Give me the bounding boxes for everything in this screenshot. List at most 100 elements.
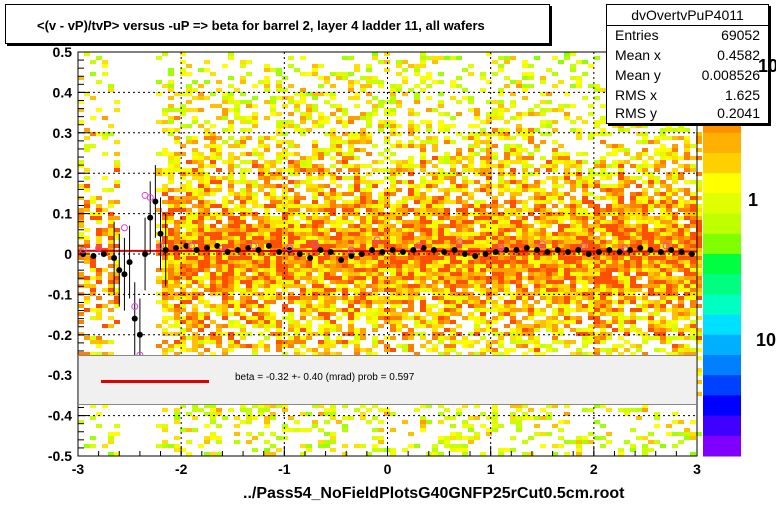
heatmap-cell: [552, 320, 558, 324]
heatmap-cell: [588, 112, 594, 116]
heatmap-cell: [210, 276, 216, 280]
heatmap-cell: [546, 176, 552, 180]
heatmap-cell: [516, 188, 522, 192]
heatmap-cell: [192, 152, 198, 156]
heatmap-cell: [270, 176, 276, 180]
heatmap-cell: [156, 344, 162, 348]
heatmap-cell: [600, 220, 606, 224]
heatmap-cell: [192, 204, 198, 208]
heatmap-cell: [354, 244, 360, 248]
heatmap-cell: [180, 276, 186, 280]
heatmap-cell: [438, 156, 444, 160]
heatmap-cell: [498, 116, 504, 120]
heatmap-cell: [462, 272, 468, 276]
heatmap-cell: [168, 180, 174, 184]
heatmap-cell: [522, 296, 528, 300]
heatmap-cell: [528, 292, 534, 296]
heatmap-cell: [360, 132, 366, 136]
heatmap-cell: [498, 268, 504, 272]
heatmap-cell: [312, 72, 318, 76]
heatmap-cell: [210, 340, 216, 344]
heatmap-cell: [168, 324, 174, 328]
heatmap-cell: [306, 188, 312, 192]
heatmap-cell: [576, 332, 582, 336]
heatmap-cell: [402, 268, 408, 272]
heatmap-cell: [540, 76, 546, 80]
heatmap-cell: [540, 180, 546, 184]
heatmap-cell: [246, 304, 252, 308]
heatmap-cell: [522, 264, 528, 268]
heatmap-cell: [192, 256, 198, 260]
heatmap-cell: [600, 276, 606, 280]
heatmap-cell: [258, 168, 264, 172]
heatmap-cell: [438, 128, 444, 132]
heatmap-cell: [486, 52, 492, 56]
heatmap-cell: [276, 68, 282, 72]
heatmap-cell: [240, 268, 246, 272]
heatmap-cell: [558, 160, 564, 164]
heatmap-cell: [342, 132, 348, 136]
heatmap-cell: [528, 416, 534, 420]
heatmap-cell: [474, 136, 480, 140]
heatmap-cell: [576, 444, 582, 448]
heatmap-cell: [108, 280, 114, 284]
heatmap-cell: [486, 112, 492, 116]
heatmap-cell: [438, 208, 444, 212]
heatmap-cell: [324, 244, 330, 248]
heatmap-cell: [492, 348, 498, 352]
heatmap-cell: [510, 260, 516, 264]
heatmap-cell: [588, 336, 594, 340]
heatmap-cell: [366, 256, 372, 260]
heatmap-cell: [306, 444, 312, 448]
heatmap-cell: [174, 140, 180, 144]
heatmap-cell: [300, 100, 306, 104]
heatmap-cell: [540, 276, 546, 280]
heatmap-cell: [486, 296, 492, 300]
heatmap-cell: [420, 344, 426, 348]
heatmap-cell: [378, 220, 384, 224]
heatmap-cell: [504, 56, 510, 60]
heatmap-cell: [198, 276, 204, 280]
heatmap-cell: [414, 332, 420, 336]
heatmap-cell: [504, 264, 510, 268]
heatmap-cell: [642, 452, 648, 456]
heatmap-cell: [216, 408, 222, 412]
heatmap-cell: [204, 144, 210, 148]
heatmap-cell: [510, 264, 516, 268]
heatmap-cell: [276, 240, 282, 244]
heatmap-cell: [354, 200, 360, 204]
heatmap-cell: [282, 428, 288, 432]
heatmap-cell: [474, 204, 480, 208]
heatmap-cell: [174, 116, 180, 120]
heatmap-cell: [390, 240, 396, 244]
heatmap-cell: [252, 180, 258, 184]
heatmap-cell: [300, 224, 306, 228]
heatmap-cell: [246, 236, 252, 240]
heatmap-cell: [408, 132, 414, 136]
heatmap-cell: [198, 188, 204, 192]
heatmap-cell: [420, 332, 426, 336]
heatmap-cell: [612, 192, 618, 196]
heatmap-cell: [504, 304, 510, 308]
heatmap-cell: [282, 88, 288, 92]
heatmap-cell: [462, 276, 468, 280]
heatmap-cell: [492, 272, 498, 276]
heatmap-cell: [300, 236, 306, 240]
heatmap-cell: [390, 124, 396, 128]
heatmap-cell: [474, 144, 480, 148]
heatmap-cell: [108, 432, 114, 436]
heatmap-cell: [294, 144, 300, 148]
heatmap-cell: [600, 156, 606, 160]
heatmap-cell: [330, 244, 336, 248]
heatmap-cell: [456, 300, 462, 304]
heatmap-cell: [288, 272, 294, 276]
heatmap-cell: [258, 432, 264, 436]
heatmap-cell: [576, 80, 582, 84]
heatmap-cell: [294, 428, 300, 432]
heatmap-cell: [276, 84, 282, 88]
heatmap-cell: [246, 320, 252, 324]
heatmap-cell: [456, 188, 462, 192]
heatmap-cell: [558, 200, 564, 204]
heatmap-cell: [456, 200, 462, 204]
heatmap-cell: [390, 160, 396, 164]
